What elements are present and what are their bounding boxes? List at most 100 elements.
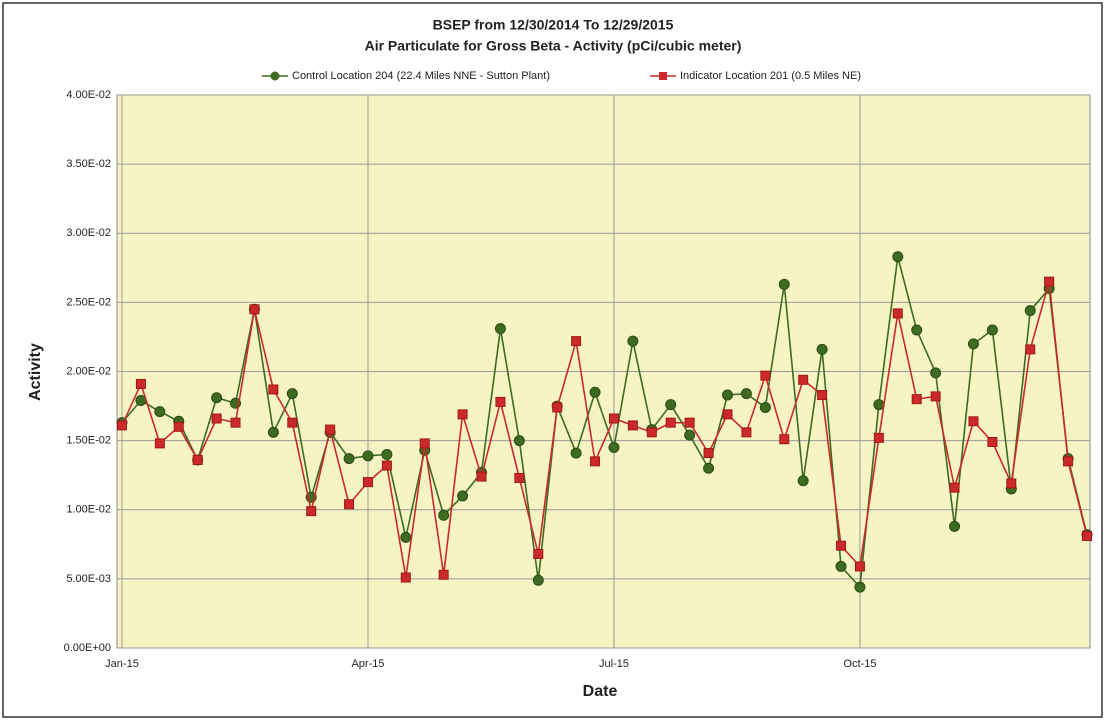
point bbox=[665, 417, 676, 428]
point bbox=[854, 581, 866, 593]
point bbox=[627, 420, 638, 431]
point bbox=[779, 434, 790, 445]
point bbox=[721, 389, 733, 401]
point bbox=[627, 335, 639, 347]
point bbox=[854, 561, 865, 572]
point bbox=[419, 438, 430, 449]
point bbox=[287, 417, 298, 428]
point bbox=[911, 394, 922, 405]
y-tick-label: 0.00E+00 bbox=[64, 642, 111, 654]
point bbox=[343, 453, 355, 465]
point bbox=[684, 429, 696, 441]
point bbox=[381, 460, 392, 471]
y-tick-label: 1.50E-02 bbox=[66, 435, 111, 447]
point bbox=[835, 560, 847, 572]
point bbox=[949, 520, 961, 532]
x-axis-title: Date bbox=[583, 683, 618, 700]
point bbox=[1025, 344, 1036, 355]
point bbox=[1082, 531, 1092, 542]
point bbox=[798, 374, 809, 385]
point bbox=[457, 409, 468, 420]
point bbox=[873, 399, 885, 411]
point bbox=[1024, 305, 1036, 317]
point bbox=[1006, 478, 1017, 489]
point bbox=[117, 420, 127, 431]
legend-label: Control Location 204 (22.4 Miles NNE - S… bbox=[292, 70, 550, 82]
chart-title: BSEP from 12/30/2014 To 12/29/2015 bbox=[433, 17, 674, 33]
y-tick-label: 2.50E-02 bbox=[66, 296, 111, 308]
point bbox=[741, 427, 752, 438]
point bbox=[457, 490, 469, 502]
series-line bbox=[121, 256, 1088, 590]
point bbox=[362, 450, 374, 462]
point bbox=[211, 392, 223, 404]
point bbox=[930, 367, 942, 379]
point bbox=[154, 406, 166, 418]
point bbox=[325, 424, 336, 435]
point bbox=[230, 417, 241, 428]
point bbox=[268, 384, 279, 395]
legend-marker bbox=[270, 71, 280, 81]
point bbox=[267, 426, 279, 438]
point bbox=[1063, 456, 1074, 467]
point bbox=[608, 442, 620, 454]
y-axis-title: Activity bbox=[27, 343, 44, 401]
point bbox=[911, 324, 923, 336]
point bbox=[514, 472, 525, 483]
point bbox=[494, 323, 506, 335]
point bbox=[797, 475, 809, 487]
point bbox=[570, 447, 582, 459]
point bbox=[608, 413, 619, 424]
point bbox=[533, 548, 544, 559]
point bbox=[590, 456, 601, 467]
point bbox=[760, 370, 771, 381]
point bbox=[722, 409, 733, 420]
legend-marker bbox=[659, 72, 667, 80]
point bbox=[552, 402, 563, 413]
point bbox=[1044, 276, 1055, 287]
point bbox=[987, 437, 998, 448]
x-tick-label: Oct-15 bbox=[843, 658, 876, 670]
point bbox=[400, 531, 412, 543]
y-tick-label: 3.00E-02 bbox=[66, 227, 111, 239]
point bbox=[571, 336, 582, 347]
point bbox=[438, 509, 450, 521]
point bbox=[589, 386, 601, 398]
series-line bbox=[121, 281, 1088, 578]
point bbox=[400, 572, 411, 583]
point bbox=[873, 432, 884, 443]
point bbox=[286, 388, 298, 400]
point bbox=[930, 391, 941, 402]
y-tick-label: 5.00E-03 bbox=[66, 573, 111, 585]
point bbox=[532, 574, 544, 586]
x-tick-label: Jan-15 bbox=[105, 658, 139, 670]
point bbox=[949, 482, 960, 493]
point bbox=[513, 435, 525, 447]
point bbox=[892, 308, 903, 319]
point bbox=[817, 390, 828, 401]
point bbox=[703, 462, 715, 474]
y-tick-label: 2.00E-02 bbox=[66, 365, 111, 377]
point bbox=[665, 399, 677, 411]
point bbox=[646, 427, 657, 438]
point bbox=[381, 448, 393, 460]
point bbox=[968, 416, 979, 427]
point bbox=[495, 396, 506, 407]
point bbox=[438, 569, 449, 580]
point bbox=[249, 304, 260, 315]
x-tick-label: Apr-15 bbox=[351, 658, 384, 670]
point bbox=[778, 278, 790, 290]
point bbox=[362, 477, 373, 488]
point bbox=[986, 324, 998, 336]
point bbox=[703, 448, 714, 459]
y-tick-label: 3.50E-02 bbox=[66, 158, 111, 170]
point bbox=[154, 438, 165, 449]
point bbox=[344, 499, 355, 510]
point bbox=[684, 417, 695, 428]
point bbox=[173, 421, 184, 432]
point bbox=[816, 343, 828, 355]
point bbox=[476, 471, 487, 482]
point bbox=[211, 413, 222, 424]
point bbox=[306, 506, 317, 517]
